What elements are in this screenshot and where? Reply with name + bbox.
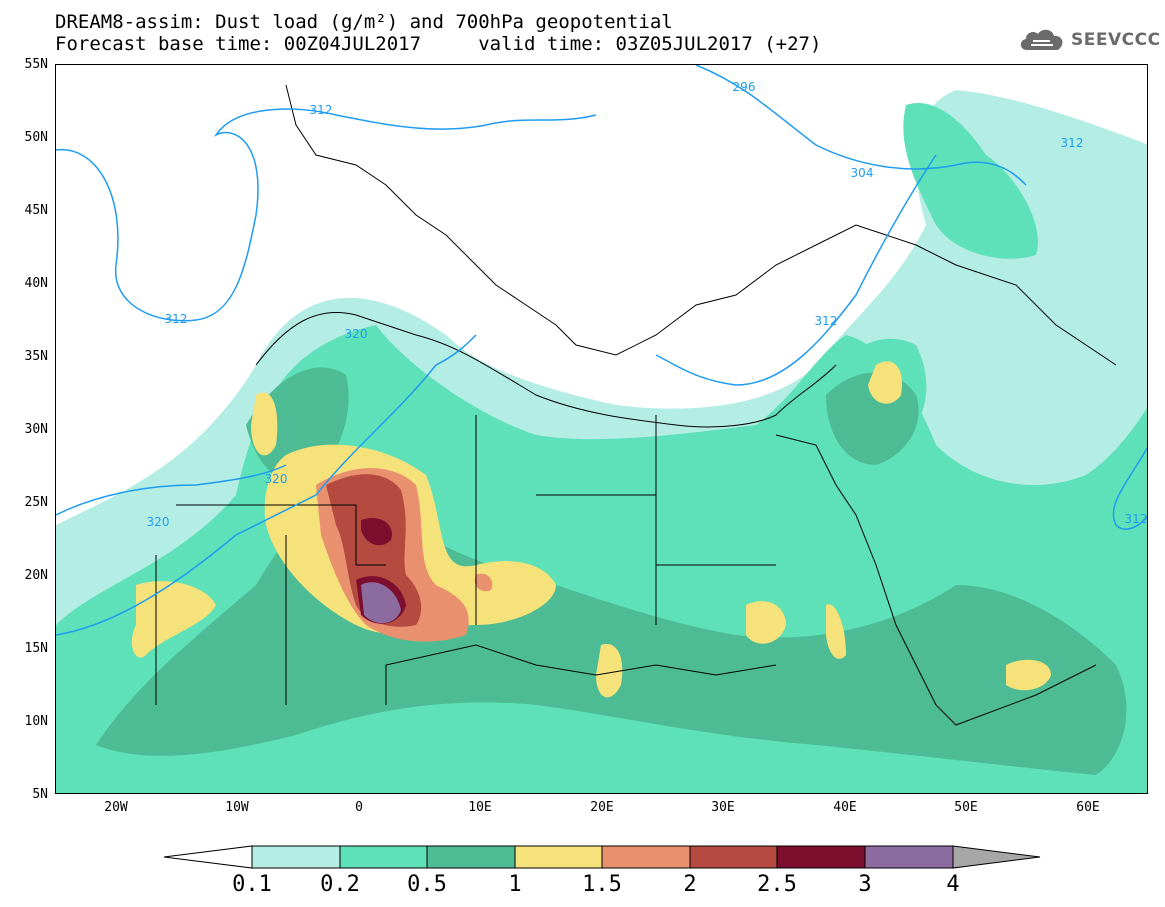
geopotential-contours [56,65,1147,636]
contour-labels: 312 304 296 312 312 320 320 320 312 312 [147,80,1148,529]
contour-label: 312 [1125,512,1148,526]
colorbar-bin [426,845,516,869]
lat-label: 55N [24,57,48,72]
lat-label: 15N [24,641,48,656]
lat-label: 20N [24,568,48,583]
lon-label: 10E [468,800,492,815]
colorbar-max-arrow [952,845,1041,869]
colorbar-bin [251,845,341,869]
contour-label: 312 [815,314,838,328]
contour-label: 312 [1061,136,1084,150]
colorbar-label: 0.2 [320,872,360,897]
colorbar [163,845,1041,869]
contour-label: 304 [851,166,874,180]
lon-label: 50E [954,800,978,815]
lat-label: 30N [24,422,48,437]
contour-label: 320 [147,515,170,529]
lat-label: 40N [24,276,48,291]
colorbar-label: 0.1 [232,872,272,897]
colorbar-bin [689,845,778,869]
colorbar-bin [776,845,866,869]
lat-label: 50N [24,130,48,145]
colorbar-label: 1.5 [582,872,622,897]
lon-label: 60E [1076,800,1100,815]
colorbar-label: 2 [683,872,697,897]
lat-label: 10N [24,714,48,729]
lon-label: 30E [711,800,735,815]
lon-label: 20E [590,800,614,815]
colorbar-label: 3 [858,872,872,897]
logo-text: SEEVCCC [1071,30,1161,50]
lon-label: 20W [104,800,128,815]
lat-label: 25N [24,495,48,510]
colorbar-bin [864,845,954,869]
dust-layer-peak [361,582,401,624]
colorbar-bin [514,845,603,869]
cloud-icon [1020,29,1063,50]
contour-label: 296 [733,80,756,94]
lat-label: 35N [24,349,48,364]
contour-label: 320 [345,327,368,341]
colorbar-label: 0.5 [407,872,447,897]
colorbar-bin [339,845,428,869]
map-title: DREAM8-assim: Dust load (g/m²) and 700hP… [55,11,673,33]
colorbar-bin [601,845,691,869]
lat-label: 5N [32,787,48,802]
colorbar-min-arrow [163,845,253,869]
map-subtitle: Forecast base time: 00Z04JUL2017 valid t… [55,33,822,55]
map-area: 312 304 296 312 312 320 320 320 312 312 [55,64,1148,794]
colorbar-label: 2.5 [757,872,797,897]
dust-map: 312 304 296 312 312 320 320 320 312 312 [56,65,1148,793]
lon-label: 0 [355,800,363,815]
colorbar-label: 4 [946,872,960,897]
contour-label: 312 [310,103,333,117]
contour-label: 312 [165,312,188,326]
country-borders [155,84,1117,726]
seevccc-logo: SEEVCCC [1017,26,1161,54]
lat-label: 45N [24,203,48,218]
contour-label: 320 [265,472,288,486]
colorbar-label: 1 [508,872,522,897]
lon-label: 10W [225,800,249,815]
lon-label: 40E [833,800,857,815]
